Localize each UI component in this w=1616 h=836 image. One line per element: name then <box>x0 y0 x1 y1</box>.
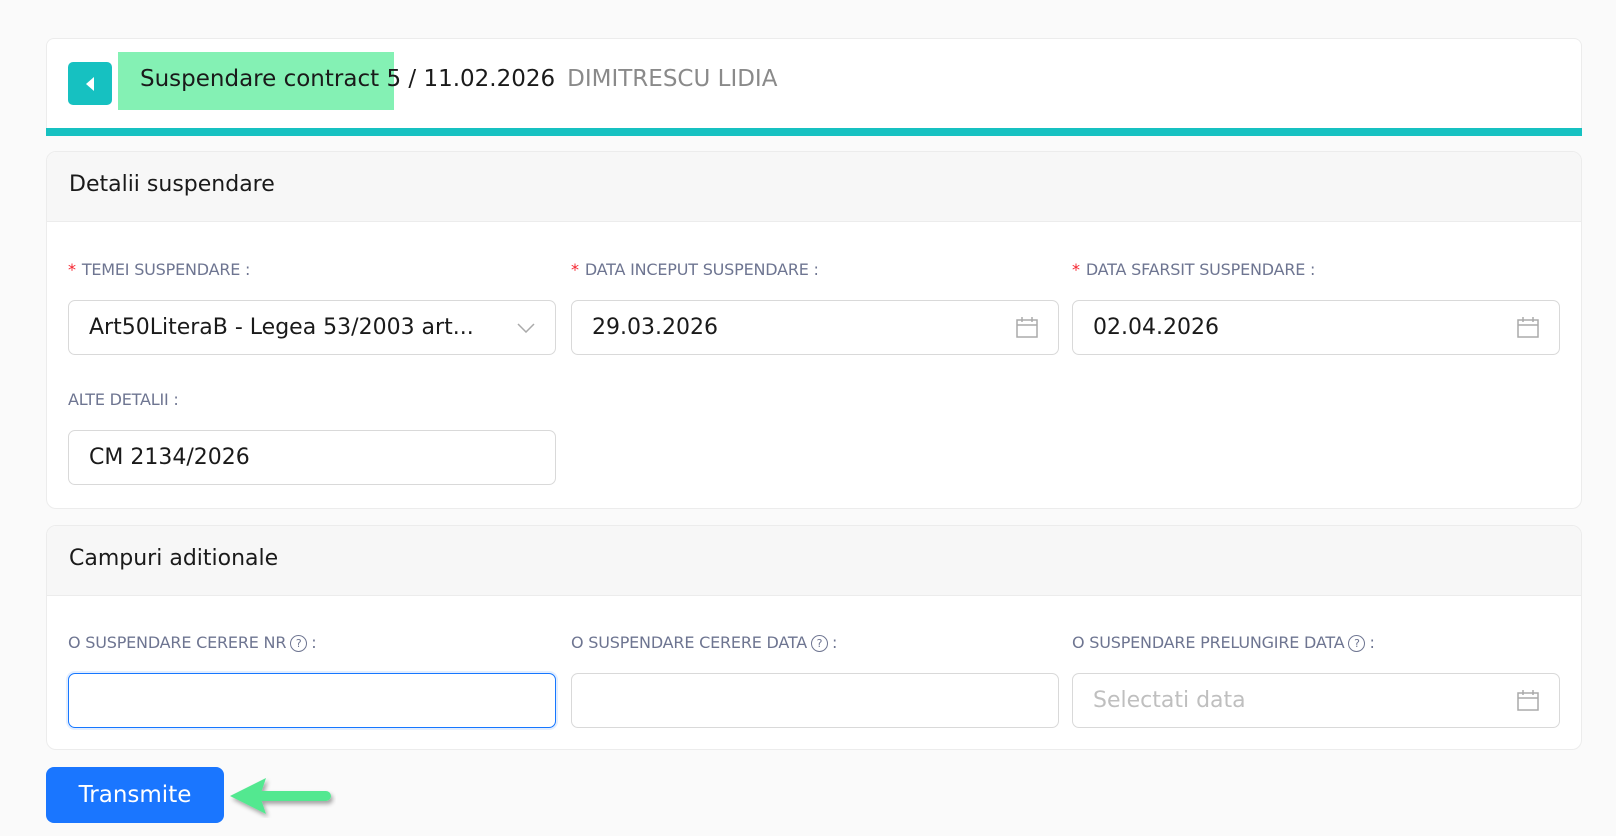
request-number-label: O SUSPENDARE CERERE NR?: <box>68 633 317 652</box>
contract-number: 5 / 11.02.2026 <box>386 66 556 92</box>
colon: : <box>311 633 317 652</box>
help-icon[interactable]: ? <box>810 635 828 652</box>
details-title: Detalii suspendare <box>47 152 1581 222</box>
calendar-icon <box>1517 316 1539 338</box>
request-number-input[interactable] <box>68 673 556 728</box>
calendar-icon <box>1016 316 1038 338</box>
header-accent-bar <box>46 128 1582 136</box>
label-text: O SUSPENDARE PRELUNGIRE DATA <box>1072 633 1345 652</box>
additional-title: Campuri aditionale <box>47 526 1581 596</box>
request-date-label: O SUSPENDARE CERERE DATA?: <box>571 633 837 652</box>
required-mark: * <box>1072 260 1080 279</box>
date-value: 02.04.2026 <box>1093 315 1219 340</box>
placeholder: Selectati data <box>1093 688 1246 713</box>
temei-select[interactable]: Art50LiteraB - Legea 53/2003 art... <box>68 300 556 355</box>
employee-name: DIMITRESCU LIDIA <box>567 66 778 92</box>
chevron-down-icon <box>517 322 535 333</box>
arrow-left-icon <box>230 778 331 814</box>
temei-label: * TEMEI SUSPENDARE : <box>68 260 250 279</box>
label-text: TEMEI SUSPENDARE : <box>81 260 251 279</box>
other-details-input[interactable]: CM 2134/2026 <box>68 430 556 485</box>
label-text: DATA SFARSIT SUSPENDARE : <box>1085 260 1316 279</box>
label-text: O SUSPENDARE CERERE DATA <box>571 633 807 652</box>
title-text: Suspendare contract <box>140 66 380 92</box>
select-value: Art50LiteraB - Legea 53/2003 art... <box>89 315 474 340</box>
calendar-icon <box>1517 689 1539 711</box>
colon: : <box>1369 633 1375 652</box>
label-text: O SUSPENDARE CERERE NR <box>68 633 287 652</box>
caret-left-icon <box>86 76 94 91</box>
label-text: DATA INCEPUT SUSPENDARE : <box>584 260 819 279</box>
end-date-label: * DATA SFARSIT SUSPENDARE : <box>1072 260 1315 279</box>
page-title: Suspendare contract 5 / 11.02.2026 DIMITR… <box>140 66 777 92</box>
required-mark: * <box>68 260 76 279</box>
start-date-label: * DATA INCEPUT SUSPENDARE : <box>571 260 819 279</box>
submit-button[interactable]: Transmite <box>46 767 224 823</box>
date-value: 29.03.2026 <box>592 315 718 340</box>
extension-date-label: O SUSPENDARE PRELUNGIRE DATA?: <box>1072 633 1375 652</box>
request-date-input[interactable] <box>571 673 1059 728</box>
required-mark: * <box>571 260 579 279</box>
start-date-picker[interactable]: 29.03.2026 <box>571 300 1059 355</box>
other-details-label: ALTE DETALII : <box>68 390 179 409</box>
help-icon[interactable]: ? <box>1348 635 1366 652</box>
input-value: CM 2134/2026 <box>89 445 250 470</box>
help-icon[interactable]: ? <box>290 635 308 652</box>
colon: : <box>831 633 838 652</box>
end-date-picker[interactable]: 02.04.2026 <box>1072 300 1560 355</box>
title-highlight <box>118 52 394 110</box>
back-button[interactable] <box>68 62 112 105</box>
extension-date-picker[interactable]: Selectati data <box>1072 673 1560 728</box>
